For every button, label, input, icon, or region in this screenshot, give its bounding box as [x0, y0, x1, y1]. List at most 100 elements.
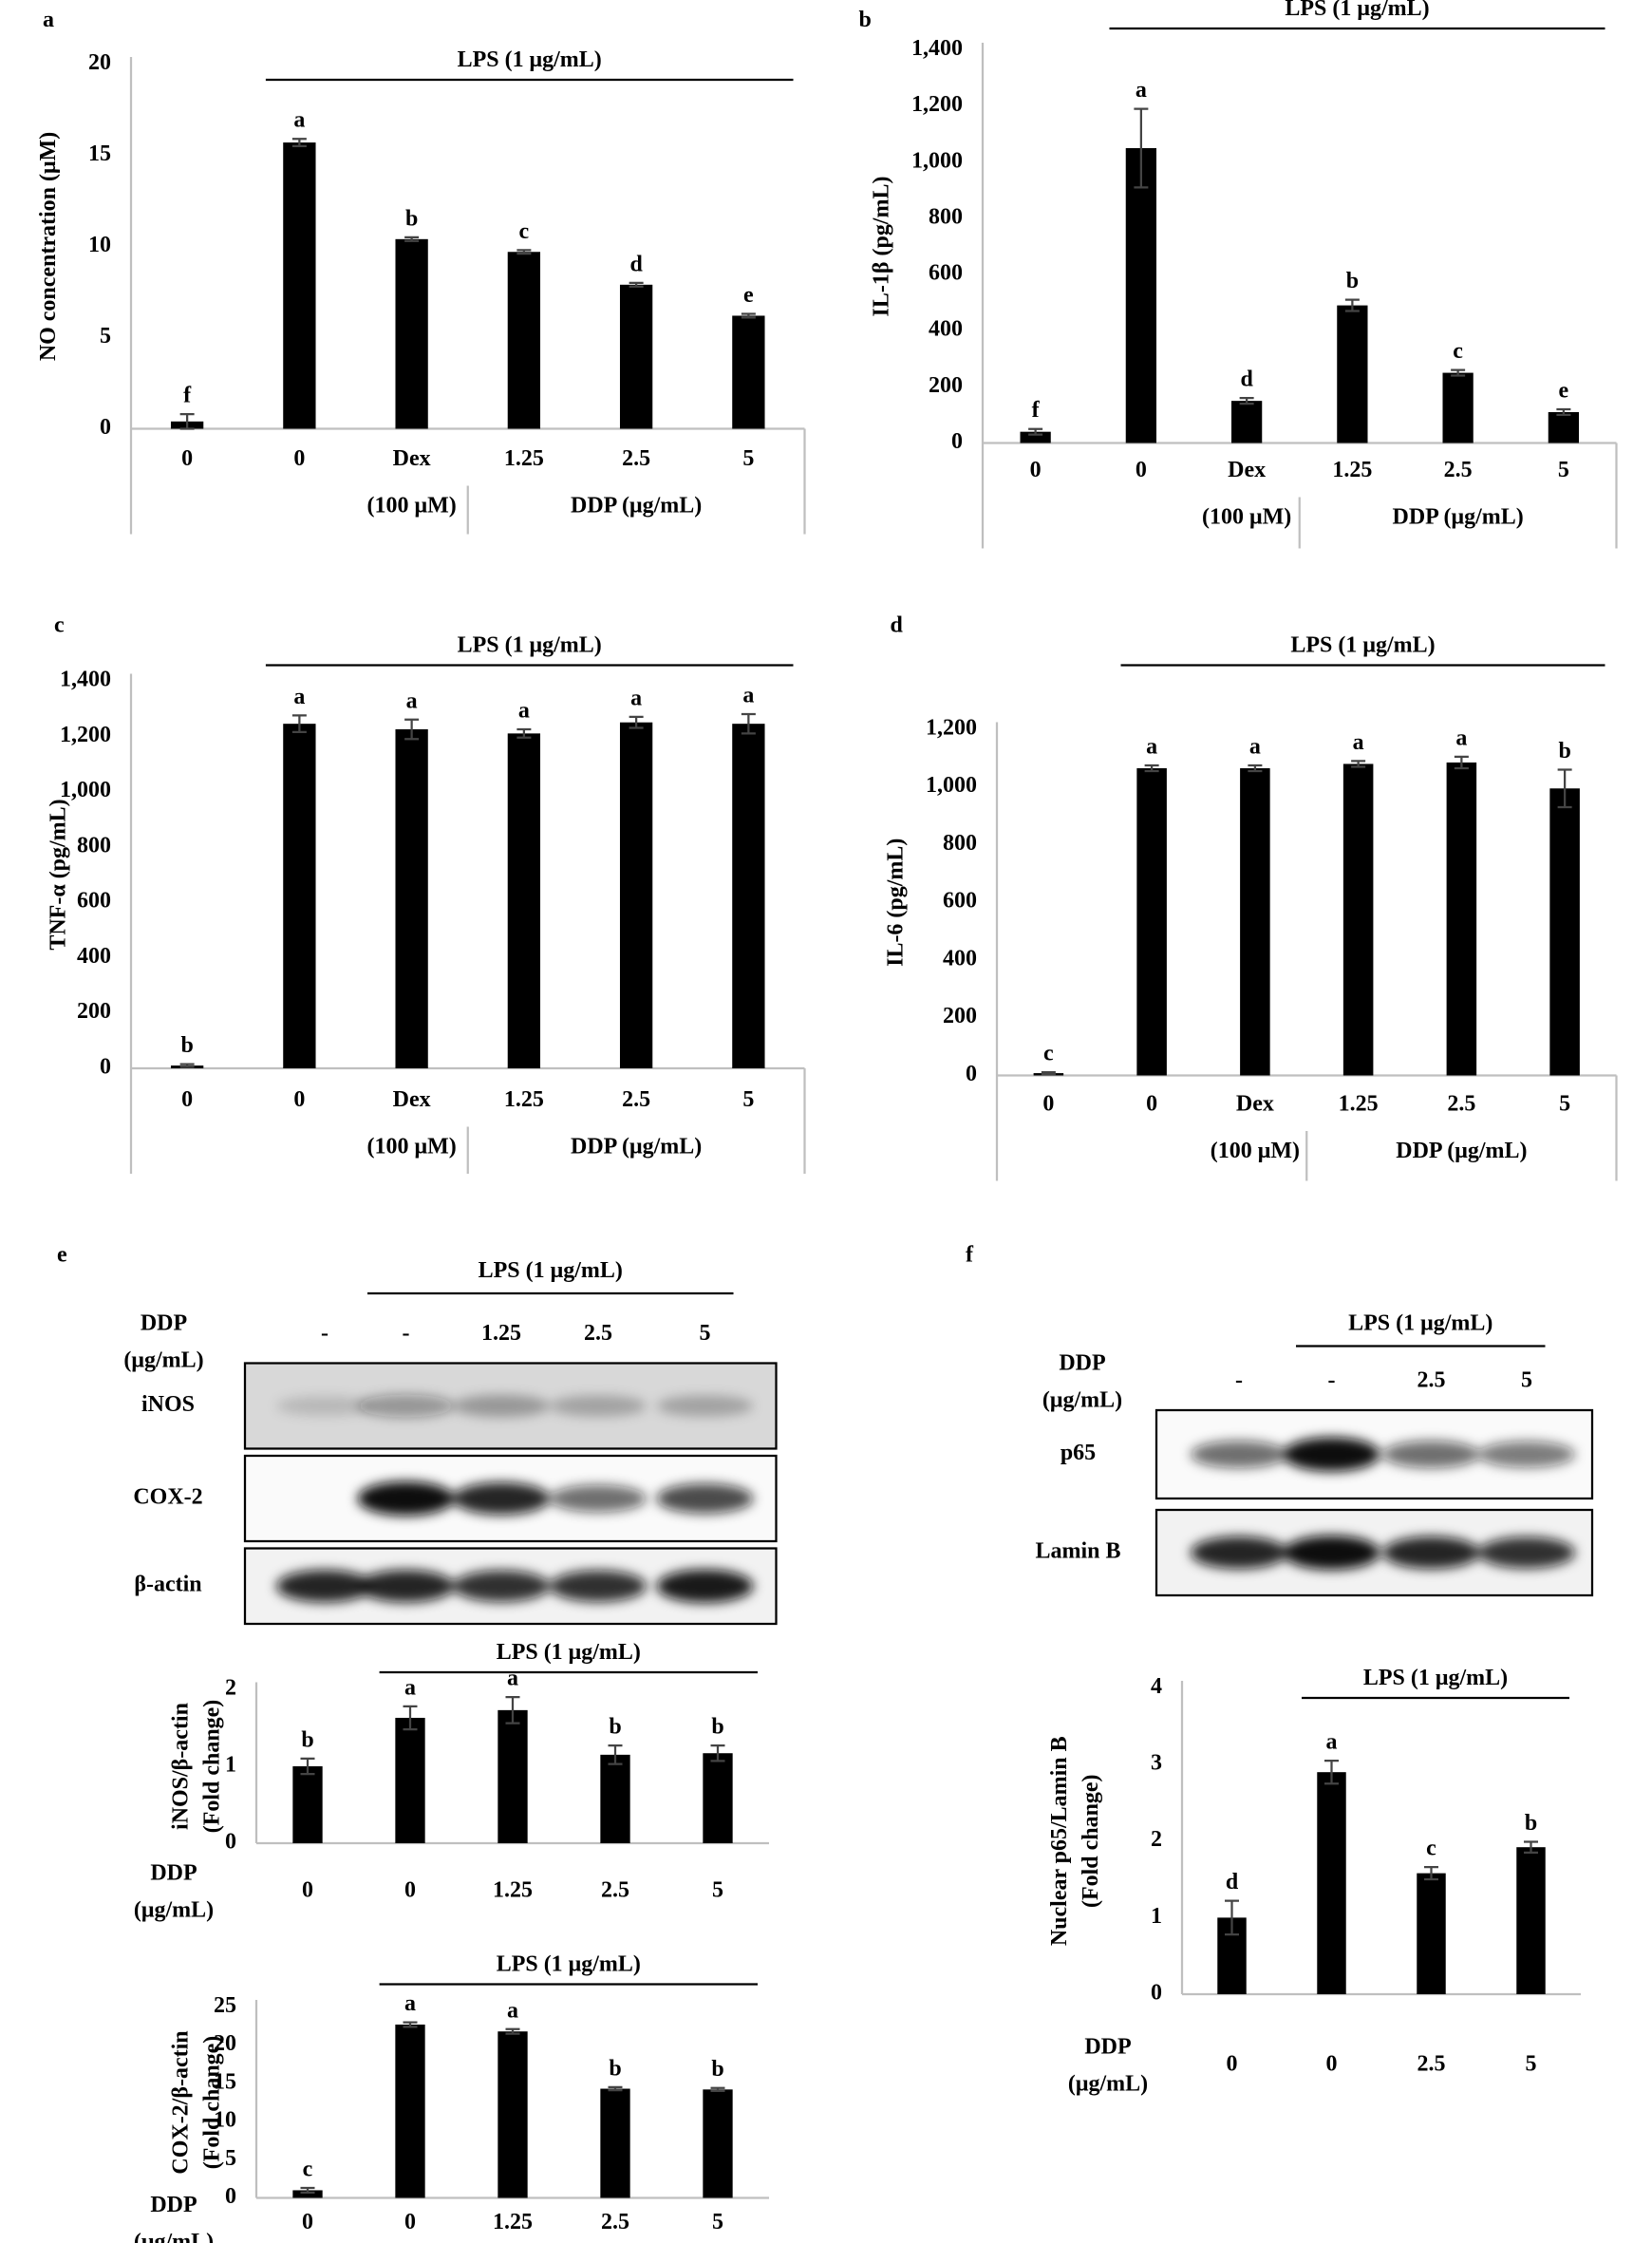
bar: [619, 722, 653, 1068]
blot-band: [656, 1395, 754, 1417]
x-tick-label: 5: [742, 1087, 754, 1112]
y-tick-label: 5: [100, 324, 111, 349]
bar-chart: c 0 200 400 600 800 1,000 1,200 1,400 TNF-α (pg/m…: [47, 613, 806, 1174]
treatment-label: (μg/mL): [123, 1348, 203, 1372]
group-label: (100 μM): [367, 493, 457, 518]
significance-letter: b: [1525, 1811, 1537, 1836]
bar: [507, 252, 541, 429]
error-bar: [179, 413, 195, 430]
y-tick-label: 200: [943, 1004, 977, 1028]
x-tick-label: 2.5: [601, 2210, 629, 2234]
x-tick-label: 0: [1042, 1091, 1054, 1116]
western-blot: e LPS (1 μg/mL) DDP (μg/mL) - - 1.25 2.5 5 iNOS CO…: [57, 1242, 778, 1626]
bar: [497, 2031, 528, 2198]
bar: [395, 238, 428, 429]
bar: [292, 1765, 323, 1843]
error-bar: [403, 2021, 418, 2028]
error-bar: [1248, 763, 1263, 773]
group-label: DDP (μg/mL): [1396, 1139, 1527, 1163]
group-label: DDP (μg/mL): [571, 493, 702, 518]
y-tick-label: 1,000: [911, 148, 963, 173]
x-tick-label: 2.5: [622, 446, 650, 471]
western-blots: e LPS (1 μg/mL) DDP (μg/mL) - - 1.25 2.5 5 iNOS CO…: [57, 1242, 1594, 1626]
blot-band: [453, 1481, 551, 1516]
significance-letter: b: [609, 1715, 621, 1740]
y-tick-label: 10: [214, 2108, 236, 2133]
y-tick-label: 800: [943, 831, 977, 856]
error-bar: [300, 2186, 315, 2194]
y-tick-label: 800: [929, 204, 963, 229]
blot-band: [550, 1395, 648, 1417]
error-bar: [179, 1063, 195, 1068]
y-tick-label: 20: [88, 50, 111, 75]
y-tick-label: 3: [1151, 1751, 1162, 1776]
significance-letter: a: [1249, 734, 1261, 759]
header-label: LPS (1 μg/mL): [1285, 0, 1429, 21]
x-tick-label: 0: [293, 1087, 305, 1112]
group-label: (100 μM): [367, 1134, 457, 1159]
significance-letter: c: [1453, 339, 1463, 364]
x-axis-title: (μg/mL): [134, 1897, 214, 1922]
x-axis-title: DDP: [150, 2193, 197, 2217]
y-tick-label: 1,000: [60, 778, 111, 802]
header-label: LPS (1 μg/mL): [479, 1258, 623, 1283]
x-tick-label: 0: [181, 446, 193, 471]
y-tick-label: 600: [943, 889, 977, 914]
blot-band: [453, 1570, 551, 1602]
header-label: LPS (1 μg/mL): [458, 632, 602, 657]
treatment-label: DDP: [141, 1310, 187, 1335]
y-tick-label: 1,400: [911, 36, 963, 61]
x-axis-title: DDP: [150, 1860, 197, 1885]
error-bar: [1423, 1866, 1438, 1881]
y-tick-label: 15: [88, 141, 111, 166]
row-label: Lamin B: [1036, 1538, 1121, 1563]
y-axis-title: COX-2/β-actin: [169, 2030, 194, 2174]
lane-label: -: [403, 1321, 410, 1346]
bar: [1442, 372, 1474, 443]
error-bar: [1041, 1071, 1056, 1076]
y-tick-label: 0: [225, 2184, 236, 2209]
lane-label: -: [1235, 1367, 1243, 1392]
significance-letter: a: [404, 1991, 416, 2016]
error-bar: [516, 727, 532, 739]
bar-chart: 0 5 10 15 20 25 COX-2/β-actin (Fold change) LPS …: [134, 1951, 770, 2243]
lane-label: 5: [700, 1321, 711, 1346]
y-tick-label: 0: [951, 429, 963, 454]
blot-band: [550, 1570, 648, 1602]
error-bar: [1028, 427, 1043, 436]
x-tick-label: 2.5: [1444, 458, 1473, 482]
blot-band: [1477, 1441, 1575, 1468]
y-tick-label: 2: [225, 1675, 236, 1700]
x-tick-label: 1.25: [1339, 1091, 1379, 1116]
y-axis-title: (Fold change): [1079, 1774, 1103, 1908]
x-tick-label: 5: [1559, 1091, 1570, 1116]
significance-letter: a: [404, 1675, 416, 1700]
x-tick-label: 0: [1146, 1091, 1157, 1116]
significance-letter: e: [743, 283, 754, 308]
y-tick-label: 1: [1151, 1904, 1162, 1929]
significance-letter: b: [405, 206, 418, 231]
y-tick-label: 5: [225, 2146, 236, 2171]
blot-band: [357, 1394, 455, 1418]
error-bar: [291, 714, 307, 734]
y-tick-label: 800: [77, 833, 111, 858]
panel-letter: e: [57, 1242, 67, 1267]
significance-letter: a: [293, 108, 305, 133]
x-tick-label: 0: [1136, 458, 1147, 482]
x-tick-label: 1.25: [493, 1877, 533, 1902]
y-tick-label: 0: [100, 415, 111, 440]
error-bar: [1224, 1899, 1239, 1936]
significance-letter: c: [519, 219, 530, 244]
bar-chart: a 0 5 10 15 20 NO concentration (μM) LPS (1 μg/…: [36, 8, 806, 535]
significance-letter: b: [711, 2057, 723, 2082]
western-blot: f LPS (1 μg/mL) DDP (μg/mL) - - 2.5 5 p65 Lamin B: [966, 1242, 1594, 1597]
y-tick-label: 600: [929, 261, 963, 286]
y-tick-label: 0: [966, 1062, 977, 1086]
bar-chart: b 0 200 400 600 800 1,000 1,200 1,400 IL-1β (pg/m…: [858, 0, 1618, 549]
significance-letter: b: [180, 1033, 193, 1058]
x-tick-label: 5: [712, 1877, 723, 1902]
blot-band: [656, 1569, 754, 1603]
blot-band: [1190, 1441, 1287, 1468]
y-axis-title: TNF-α (pg/mL): [47, 799, 71, 950]
y-tick-label: 0: [1151, 1980, 1162, 2005]
